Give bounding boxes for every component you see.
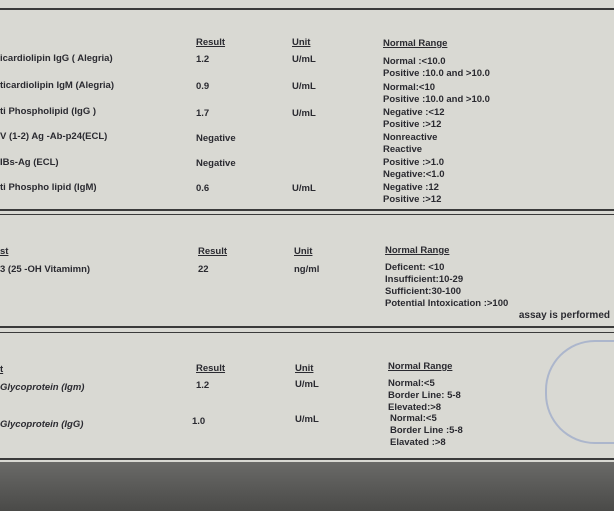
bottom-border	[0, 458, 614, 460]
normal-range: Normal :<10.0 Positive :10.0 and >10.0	[383, 56, 490, 80]
normal-range: Normal:<5 Border Line :5-8 Elavated :>8	[390, 413, 463, 449]
result-value: 1.2	[196, 54, 210, 65]
range-line: Potential Intoxication :>100	[385, 298, 509, 309]
result-value: Negative	[196, 158, 236, 169]
result-value: 0.9	[196, 81, 210, 92]
range-line: Negative :12	[383, 182, 439, 193]
range-line: Normal:<10	[383, 82, 436, 93]
unit: U/mL	[295, 414, 319, 425]
test-name: ticardiolipin IgM (Alegria)	[0, 80, 115, 91]
range-line: Elevated:>8	[388, 402, 442, 413]
result-value: Negative	[196, 133, 236, 144]
header-normal-range: Normal Range	[383, 38, 448, 49]
test-name: IBs-Ag (ECL)	[0, 157, 59, 168]
header-result: Result	[196, 37, 226, 48]
range-line: Border Line :5-8	[390, 425, 463, 436]
range-line: Deficent: <10	[385, 262, 445, 273]
result-value: 1.2	[196, 380, 210, 391]
unit: U/mL	[292, 183, 316, 194]
section-divider	[0, 332, 614, 333]
section-divider	[0, 214, 614, 215]
stamp-seal-icon	[545, 340, 614, 444]
top-border	[0, 8, 614, 10]
section-divider	[0, 209, 614, 211]
test-name: 3 (25 -OH Vitamimn)	[0, 264, 91, 275]
unit: U/mL	[295, 379, 319, 390]
range-line: Reactive	[383, 144, 423, 155]
header-normal-range: Normal Range	[385, 245, 450, 256]
header-unit: Unit	[294, 246, 313, 257]
header-test: t	[0, 364, 4, 375]
result-value: 1.0	[192, 416, 206, 427]
header-unit: Unit	[292, 37, 311, 48]
normal-range: Normal:<5 Border Line: 5-8 Elevated:>8	[388, 378, 461, 414]
range-line: Positive :>12	[383, 119, 442, 130]
normal-range: Negative :12 Positive :>12	[383, 182, 441, 206]
assay-note: assay is performed	[518, 310, 610, 321]
unit: U/mL	[292, 108, 316, 119]
test-name: Glycoprotein (IgG)	[0, 419, 84, 430]
result-value: 22	[198, 264, 209, 275]
normal-range: Deficent: <10 Insufficient:10-29 Suffici…	[385, 262, 508, 310]
range-line: Positive :10.0 and >10.0	[383, 68, 490, 79]
normal-range: Positive :>1.0 Negative:<1.0	[383, 157, 445, 181]
header-unit: Unit	[295, 363, 314, 374]
range-line: Normal:<5	[388, 378, 435, 389]
range-line: Insufficient:10-29	[385, 274, 464, 285]
unit: ng/ml	[294, 264, 320, 275]
unit: U/mL	[292, 81, 316, 92]
header-result: Result	[198, 246, 228, 257]
normal-range: Negative :<12 Positive :>12	[383, 107, 445, 131]
range-line: Negative:<1.0	[383, 169, 445, 180]
unit: U/mL	[292, 54, 316, 65]
test-name: ti Phospholipid (IgG )	[0, 106, 97, 117]
test-name: V (1-2) Ag -Ab-p24(ECL)	[0, 131, 108, 142]
range-line: Sufficient:30-100	[385, 286, 462, 297]
header-normal-range: Normal Range	[388, 361, 453, 372]
range-line: Border Line: 5-8	[388, 390, 461, 401]
test-name: icardiolipin IgG ( Alegria)	[0, 53, 113, 64]
range-line: Positive :10.0 and >10.0	[383, 94, 490, 105]
range-line: Positive :>1.0	[383, 157, 444, 168]
result-value: 0.6	[196, 183, 210, 194]
background-surface	[0, 462, 614, 511]
section-divider	[0, 326, 614, 328]
range-line: Nonreactive	[383, 132, 438, 143]
test-name: ti Phospho lipid (IgM)	[0, 182, 97, 193]
range-line: Negative :<12	[383, 107, 445, 118]
test-name: Glycoprotein (Igm)	[0, 382, 85, 393]
range-line: Positive :>12	[383, 194, 442, 205]
header-result: Result	[196, 363, 226, 374]
normal-range: Nonreactive Reactive	[383, 132, 437, 156]
range-line: Elavated :>8	[390, 437, 446, 448]
header-test: st	[0, 246, 9, 257]
range-line: Normal:<5	[390, 413, 437, 424]
normal-range: Normal:<10 Positive :10.0 and >10.0	[383, 82, 490, 106]
result-value: 1.7	[196, 108, 210, 119]
range-line: Normal :<10.0	[383, 56, 446, 67]
